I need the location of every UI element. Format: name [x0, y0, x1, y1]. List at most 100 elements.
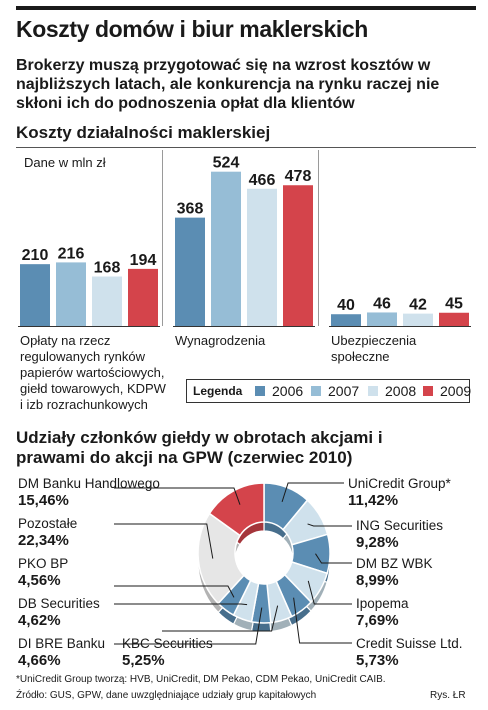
- pie-label-value: 5,25%: [122, 652, 165, 669]
- legend-swatch-2009: [423, 386, 433, 396]
- pie-label-name: Ipopema: [356, 596, 409, 611]
- pie-chart: [114, 482, 352, 645]
- bar-category-label-line: Ubezpieczenia: [331, 333, 417, 348]
- pie-label-name: ING Securities: [356, 518, 444, 533]
- pie-label-1: UniCredit Group* 11,42%: [348, 476, 451, 509]
- bar-2007-cat-1: [56, 262, 86, 326]
- pie-leader-line-1: [281, 482, 344, 503]
- legend-item-2006: 2006: [255, 383, 303, 399]
- pie-slice-11: [208, 482, 265, 537]
- pie-label-value: 4,56%: [18, 572, 61, 589]
- bar-value-label-2008-cat-3: 42: [409, 297, 427, 314]
- legend-label-2006: 2006: [272, 383, 304, 399]
- legend-label-2009: 2009: [440, 383, 472, 399]
- bar-value-label-2009-cat-3: 45: [445, 296, 463, 313]
- bar-category-label-2: Wynagrodzenia: [175, 333, 265, 349]
- pie-label-2: ING Securities 9,28%: [356, 518, 443, 551]
- pie-label-value: 4,62%: [18, 612, 61, 629]
- bar-category-label-line: regulowanych rynków: [20, 349, 146, 364]
- pie-leader-line-8: [114, 603, 248, 606]
- legend-swatch-2007: [311, 386, 321, 396]
- bar-2009-cat-3: [439, 312, 469, 326]
- pie-label-value: 9,28%: [356, 534, 399, 551]
- bar-2009-cat-1: [128, 268, 158, 326]
- pie-label-8: DB Securities 4,62%: [18, 596, 100, 629]
- bar-2007-cat-2: [211, 171, 241, 326]
- legend-label-2007: 2007: [328, 383, 360, 399]
- subhead: Brokerzy muszą przygotować się na wzrost…: [16, 57, 440, 112]
- pie-label-name: KBC Securities: [122, 636, 213, 651]
- bar-2009-cat-2: [283, 185, 313, 326]
- bar-2008-cat-3: [403, 313, 433, 326]
- pie-label-name: PKO BP: [18, 556, 69, 571]
- legend-swatch-2008: [368, 386, 378, 396]
- pie-label-value: 15,46%: [18, 492, 69, 509]
- bar-chart: 210 216 168 194 368 524 466 478 40 46 42 45: [18, 150, 471, 327]
- bar-chart-units-label: Dane w mln zł: [24, 155, 106, 170]
- pie-leader-line-2: [307, 523, 352, 527]
- bar-category-label-1: Opłaty na rzecz regulowanych rynków papier…: [20, 333, 166, 413]
- pie-label-name: Pozostałe: [18, 516, 78, 531]
- pie-leader-line-9: [114, 585, 235, 598]
- pie-label-6: KBC Securities 5,25%: [122, 636, 213, 669]
- bar-value-label-2007-cat-3: 46: [373, 295, 391, 312]
- legend-title: Legenda: [193, 384, 243, 398]
- bar-value-label-2007-cat-2: 524: [213, 155, 240, 172]
- pie-leader-line-10: [114, 523, 214, 559]
- pie-label-name: DM Banku Handlowego: [18, 476, 160, 491]
- pie-label-5: Credit Suisse Ltd. 5,73%: [356, 636, 463, 669]
- pie-leader-line-4: [307, 580, 352, 605]
- legend-item-2008: 2008: [368, 383, 416, 399]
- pie-label-value: 5,73%: [356, 652, 399, 669]
- pie-label-value: 22,34%: [18, 532, 69, 549]
- bar-value-label-2009-cat-1: 194: [130, 252, 157, 269]
- pie-label-name: DI BRE Banku: [18, 636, 106, 651]
- bar-category-label-line: Wynagrodzenia: [175, 333, 266, 348]
- bar-2006-cat-2: [175, 217, 205, 326]
- pie-label-11: DM Banku Handlowego 15,46%: [18, 476, 160, 509]
- pie-label-4: Ipopema 7,69%: [356, 596, 409, 629]
- bar-chart-title: Koszty działalności maklerskiej: [16, 123, 271, 142]
- bar-category-label-line: i izb rozrachunkowych: [20, 397, 148, 412]
- pie-leader-line-11: [114, 487, 241, 505]
- bar-value-label-2008-cat-1: 168: [94, 260, 121, 277]
- bar-2006-cat-1: [20, 264, 50, 326]
- bar-value-label-2009-cat-2: 478: [285, 168, 312, 185]
- graphic-credit: Rys. ŁR: [430, 690, 466, 701]
- pie-label-7: DI BRE Banku 4,66%: [18, 636, 105, 669]
- pie-label-name: Credit Suisse Ltd.: [356, 636, 463, 651]
- pie-label-value: 8,99%: [356, 572, 399, 589]
- bar-value-label-2006-cat-1: 210: [22, 247, 49, 264]
- top-rule: [16, 6, 476, 10]
- legend-label-2008: 2008: [385, 383, 417, 399]
- footnote: *UniCredit Group tworzą: HVB, UniCredit,…: [16, 674, 386, 685]
- pie-label-name: DM BZ WBK: [356, 556, 433, 571]
- bar-value-label-2006-cat-3: 40: [337, 297, 355, 314]
- bar-value-label-2008-cat-2: 466: [249, 172, 276, 189]
- pie-leader-line-5: [293, 597, 352, 644]
- pie-leader-line-7: [114, 607, 263, 645]
- bar-value-label-2007-cat-1: 216: [58, 245, 85, 262]
- legend-swatch-2006: [255, 386, 265, 396]
- pie-label-value: 4,66%: [18, 652, 61, 669]
- bar-2008-cat-1: [92, 276, 122, 326]
- bar-category-label-line: społeczne: [331, 349, 390, 364]
- bar-2006-cat-3: [331, 314, 361, 326]
- pie-label-3: DM BZ WBK 8,99%: [356, 556, 433, 589]
- pie-label-10: Pozostałe 22,34%: [18, 516, 77, 549]
- pie-label-name: UniCredit Group*: [348, 476, 451, 491]
- bar-chart-legend: Legenda 2006 2007 2008 2009: [186, 379, 471, 403]
- headline: Koszty domów i biur maklerskich: [16, 16, 368, 42]
- pie-label-name: DB Securities: [18, 596, 100, 611]
- pie-label-value: 11,42%: [348, 492, 399, 509]
- pie-chart-title: Udziały członków giełdy w obrotach akcja…: [16, 428, 383, 467]
- pie-label-value: 7,69%: [356, 612, 399, 629]
- bar-2008-cat-2: [247, 188, 277, 326]
- legend-item-2009: 2009: [423, 383, 471, 399]
- source-note: Źródło: GUS, GPW, dane uwzględniające ud…: [16, 690, 317, 701]
- bar-category-label-line: giełd towarowych, KDPW: [20, 381, 166, 396]
- legend-item-2007: 2007: [311, 383, 359, 399]
- bar-2007-cat-3: [367, 312, 397, 326]
- bar-value-label-2006-cat-2: 368: [177, 201, 204, 218]
- bar-category-label-line: papierów wartościowych,: [20, 365, 165, 380]
